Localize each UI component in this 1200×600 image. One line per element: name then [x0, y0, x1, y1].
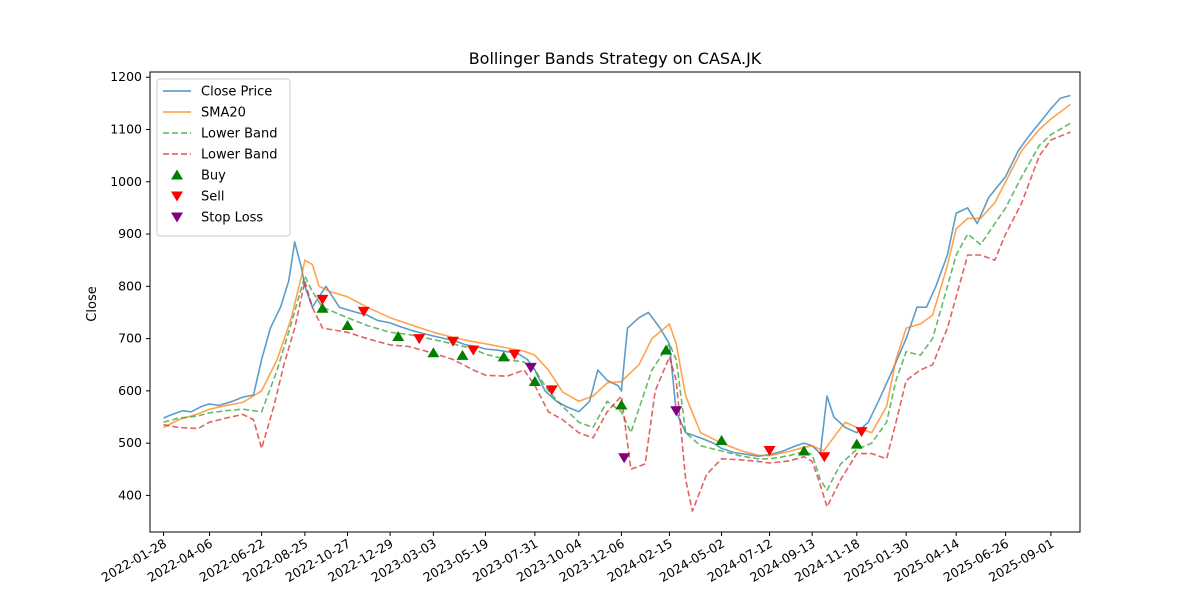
- legend-label-3: Lower Band: [201, 127, 277, 142]
- sell-marker-2: [357, 306, 370, 317]
- sell-marker-7: [545, 385, 558, 396]
- chart-title: Bollinger Bands Strategy on CASA.JK: [469, 49, 762, 68]
- legend-swatch-6: [171, 191, 183, 202]
- legend-label-2: SMA20: [201, 106, 246, 121]
- sell-marker-6: [508, 349, 521, 360]
- legend-label-5: Buy: [201, 169, 226, 184]
- y-tick-label-1100: 1100: [110, 122, 142, 137]
- buy-marker-4: [427, 347, 440, 358]
- stop-loss-marker-3: [670, 406, 683, 417]
- stop-loss-marker-2: [618, 453, 631, 464]
- legend-label-6: Sell: [201, 190, 224, 205]
- legend-label-7: Stop Loss: [201, 211, 263, 226]
- legend-label-1: Close Price: [201, 85, 272, 100]
- buy-marker-9: [660, 344, 673, 355]
- buy-marker-2: [341, 320, 354, 331]
- series-line-3: [163, 122, 1071, 491]
- buy-marker-6: [497, 351, 510, 362]
- buy-marker-5: [456, 349, 469, 360]
- legend-swatch-5: [171, 169, 183, 180]
- buy-marker-12: [850, 438, 863, 449]
- sell-marker-4: [447, 336, 460, 347]
- buy-marker-1: [316, 302, 329, 313]
- y-tick-label-1200: 1200: [110, 69, 142, 84]
- buy-marker-7: [528, 375, 541, 386]
- y-tick-label-1000: 1000: [110, 174, 142, 189]
- buy-marker-8: [615, 399, 628, 410]
- buy-marker-10: [715, 435, 728, 446]
- sell-marker-10: [855, 427, 868, 438]
- legend-swatch-7: [171, 212, 183, 223]
- y-tick-label-800: 800: [118, 278, 142, 293]
- sell-marker-8: [763, 445, 776, 456]
- buy-marker-11: [798, 445, 811, 456]
- sell-marker-1: [316, 294, 329, 305]
- y-tick-label-500: 500: [118, 435, 142, 450]
- y-tick-label-900: 900: [118, 226, 142, 241]
- legend: Close Price SMA20 Lower Band Lower Band Buy S…: [156, 78, 291, 237]
- legend-box: [156, 78, 291, 237]
- legend-label-4: Lower Band: [201, 148, 277, 163]
- y-axis-label: Close: [85, 286, 100, 321]
- sell-marker-5: [467, 345, 480, 356]
- y-tick-label-600: 600: [118, 383, 142, 398]
- series-line-2: [163, 103, 1071, 457]
- series-line-4: [163, 131, 1071, 512]
- buy-marker-3: [392, 331, 405, 341]
- plot-frame: [149, 71, 1081, 533]
- y-tick-label-700: 700: [118, 331, 142, 346]
- sell-marker-3: [413, 334, 426, 345]
- plot-area: [163, 94, 1071, 512]
- stop-loss-marker-1: [524, 362, 537, 373]
- y-tick-label-400: 400: [118, 487, 142, 502]
- series-line-1: [163, 94, 1071, 457]
- sell-marker-9: [818, 452, 831, 463]
